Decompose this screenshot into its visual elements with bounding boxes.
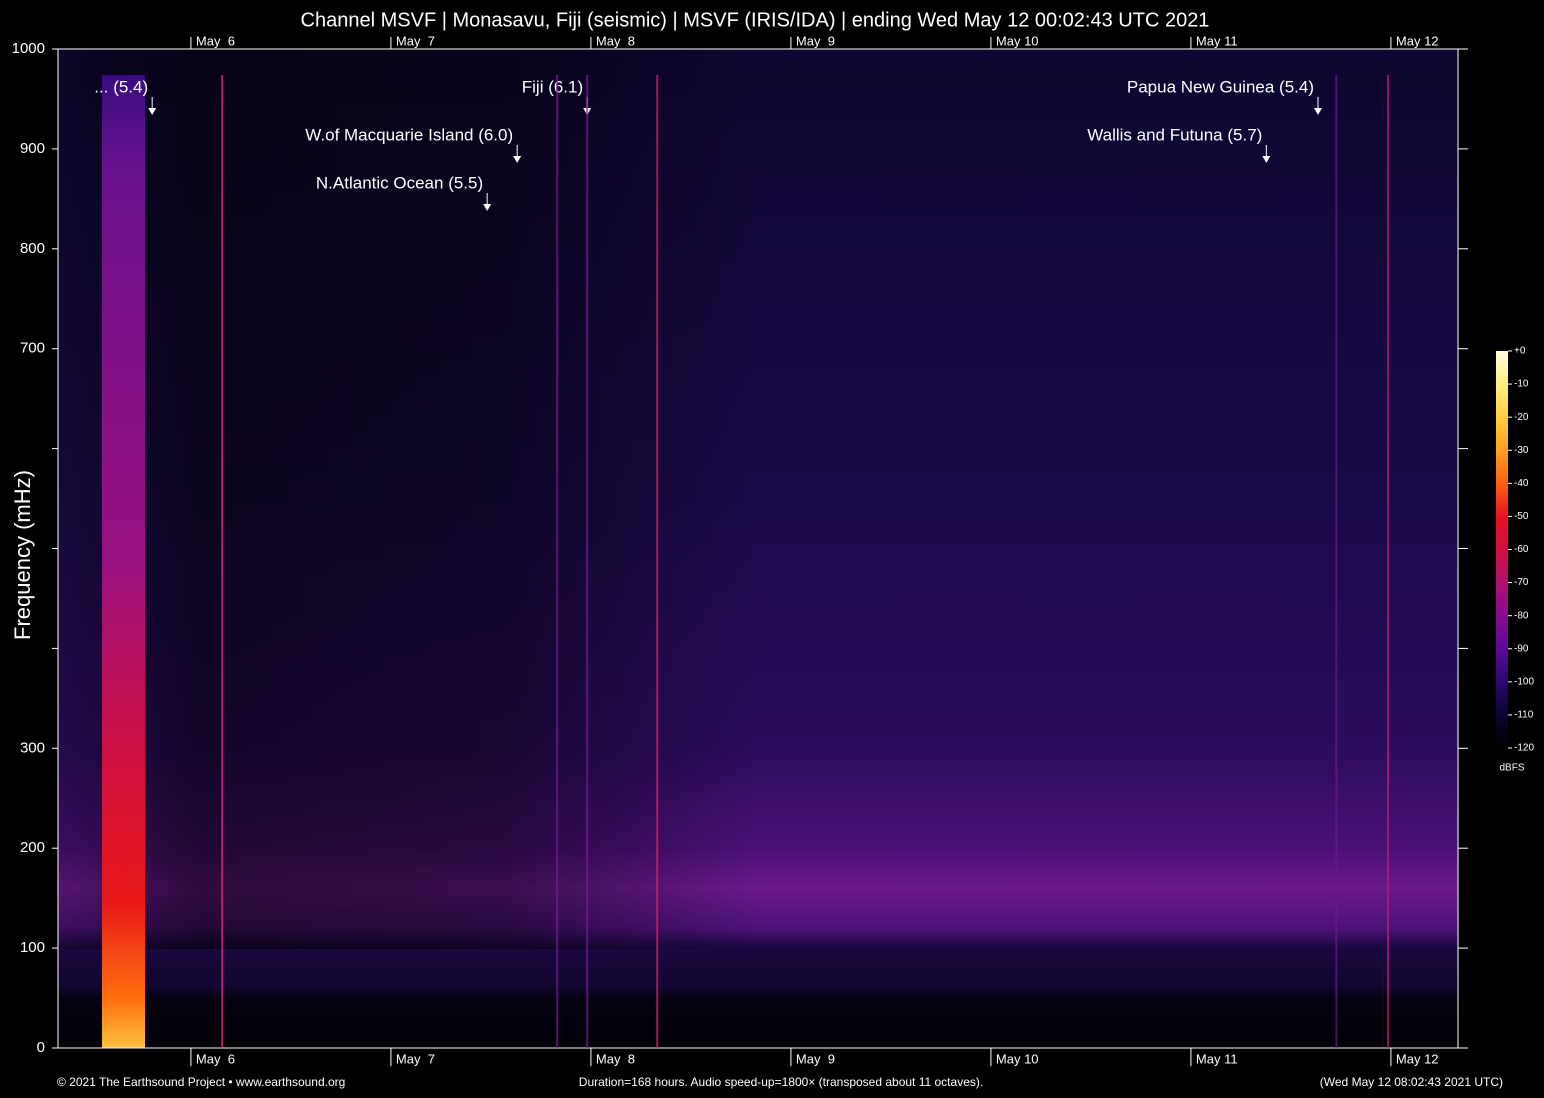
footer-left: © 2021 The Earthsound Project • www.eart… bbox=[57, 1075, 345, 1089]
x-tick-label: May 12 bbox=[1396, 1051, 1439, 1066]
annotation-label: Wallis and Futuna (5.7) bbox=[1087, 125, 1262, 144]
x-tick-label: May 7 bbox=[396, 1051, 435, 1066]
x-tick-label: May 8 bbox=[596, 1051, 635, 1066]
x-tick-label: May 11 bbox=[1196, 1051, 1238, 1066]
annotation-arrowhead bbox=[513, 156, 522, 163]
y-tick-label: 0 bbox=[37, 1039, 45, 1056]
colorbar-tick-label: -10 bbox=[1514, 379, 1529, 390]
y-tick-label: 300 bbox=[20, 739, 45, 756]
colorbar-tick-label: -90 bbox=[1514, 643, 1529, 654]
colorbar-tick-label: -30 bbox=[1514, 445, 1529, 456]
y-tick-label: 200 bbox=[20, 839, 45, 856]
colorbar-tick-label: -80 bbox=[1514, 610, 1529, 621]
annotation-label: ... (5.4) bbox=[94, 77, 148, 96]
x-tick-label-top: May 9 bbox=[796, 33, 835, 48]
footer-center: Duration=168 hours. Audio speed-up=1800×… bbox=[579, 1075, 983, 1089]
x-tick-label-top: May 12 bbox=[1396, 33, 1439, 48]
y-axis-label: Frequency (mHz) bbox=[10, 470, 35, 640]
footer-right: (Wed May 12 08:02:43 2021 UTC) bbox=[1320, 1075, 1503, 1089]
annotation-label: Fiji (6.1) bbox=[522, 77, 583, 96]
annotation-arrowhead bbox=[483, 204, 492, 211]
y-tick-label: 100 bbox=[20, 939, 45, 956]
annotation-label: N.Atlantic Ocean (5.5) bbox=[316, 173, 483, 192]
colorbar-tick-label: -60 bbox=[1514, 544, 1529, 555]
x-tick-label: May 6 bbox=[196, 1051, 235, 1066]
colorbar-tick-label: -40 bbox=[1514, 478, 1529, 489]
colorbar-tick-label: -100 bbox=[1514, 676, 1534, 687]
annotation-label: W.of Macquarie Island (6.0) bbox=[305, 125, 513, 144]
x-tick-label-top: May 11 bbox=[1196, 33, 1238, 48]
spectrogram-shade bbox=[58, 49, 1458, 949]
x-tick-label-top: May 7 bbox=[396, 33, 435, 48]
y-tick-label: 1000 bbox=[12, 40, 45, 57]
colorbar bbox=[1496, 351, 1508, 748]
x-tick-label-top: May 10 bbox=[996, 33, 1039, 48]
annotation-arrowhead bbox=[1262, 156, 1271, 163]
x-tick-label: May 9 bbox=[796, 1051, 835, 1066]
x-tick-label-top: May 8 bbox=[596, 33, 635, 48]
colorbar-tick-label: -70 bbox=[1514, 577, 1529, 588]
x-tick-label-top: May 6 bbox=[196, 33, 235, 48]
y-tick-label: 800 bbox=[20, 240, 45, 257]
quake-column bbox=[102, 75, 145, 1048]
colorbar-tick-label: -20 bbox=[1514, 412, 1529, 423]
colorbar-tick-label: -110 bbox=[1514, 710, 1534, 721]
annotation-arrowhead bbox=[148, 108, 157, 115]
x-tick-label: May 10 bbox=[996, 1051, 1039, 1066]
colorbar-tick-label: -120 bbox=[1514, 743, 1534, 754]
colorbar-tick-label: -50 bbox=[1514, 511, 1529, 522]
chart-title: Channel MSVF | Monasavu, Fiji (seismic) … bbox=[301, 9, 1210, 31]
annotation-arrowhead bbox=[1314, 108, 1322, 115]
y-tick-label: 700 bbox=[20, 340, 45, 357]
colorbar-label: dBFS bbox=[1499, 763, 1524, 774]
y-tick-label: 900 bbox=[20, 140, 45, 157]
annotation-label: Papua New Guinea (5.4) bbox=[1127, 77, 1314, 96]
colorbar-tick-label: +0 bbox=[1514, 346, 1526, 357]
